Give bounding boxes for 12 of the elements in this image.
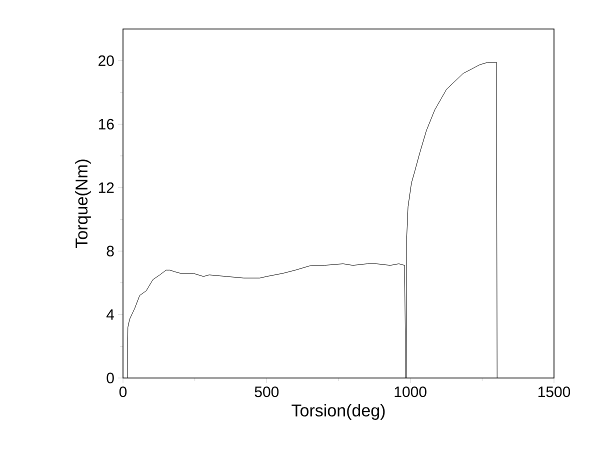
x-tick-label: 1500: [538, 386, 570, 398]
x-axis-title: Torsion(deg): [292, 404, 385, 420]
y-tick-label: 0: [106, 372, 114, 384]
x-tick-label: 0: [119, 386, 127, 398]
x-tick-label: 500: [254, 386, 279, 398]
y-tick-label: 16: [98, 118, 114, 130]
y-tick-label: 4: [106, 309, 114, 320]
y-tick-label: 8: [106, 246, 114, 256]
y-axis-title: Torque(Nm): [75, 160, 91, 248]
y-tick-label: 12: [98, 182, 114, 193]
y-tick-label: 20: [98, 55, 114, 66]
x-tick-label: 1000: [394, 386, 426, 398]
